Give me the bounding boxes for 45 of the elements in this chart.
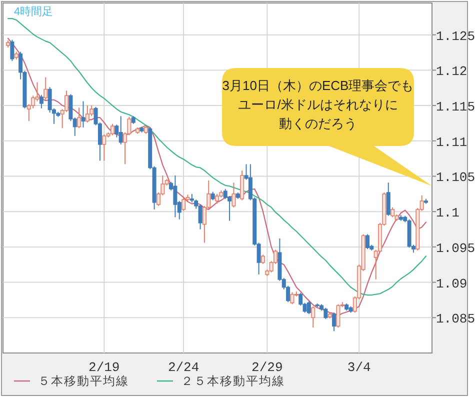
- candlestick: [290, 292, 294, 305]
- legend-label: ２５本移動平均線: [181, 374, 285, 388]
- candlestick: [102, 134, 106, 162]
- candlestick: [77, 107, 82, 129]
- candlestick: [44, 76, 48, 100]
- candlestick: [35, 82, 40, 102]
- candlestick: [332, 312, 336, 332]
- legend-label: ５本移動平均線: [38, 374, 129, 388]
- x-tick-label: 2/19: [88, 360, 120, 375]
- y-tick-label: 1.12: [436, 64, 468, 80]
- candlestick: [232, 182, 236, 208]
- annotation: 4時間足: [14, 5, 54, 18]
- x-tick-label: 2/24: [168, 360, 200, 375]
- candlestick: [386, 182, 390, 216]
- candlestick: [81, 100, 86, 128]
- candlestick: [311, 306, 316, 328]
- candlestick: [336, 304, 340, 328]
- y-tick-label: 1.09: [436, 276, 468, 292]
- y-tick-label: 1.105: [436, 170, 475, 186]
- candlestick: [260, 254, 265, 264]
- y-tick-label: 1.125: [436, 28, 475, 44]
- candlestick: [110, 123, 114, 136]
- candlestick: [215, 193, 219, 204]
- annotation: 3月10日（木）のECB理事会でも: [222, 78, 414, 93]
- candlestick: [10, 39, 14, 62]
- annotation: ユーロ/米ドルはそれなりに: [238, 97, 398, 112]
- candlestick: [390, 206, 395, 218]
- y-tick-label: 1.11: [436, 134, 468, 150]
- candlestick: [240, 170, 244, 201]
- x-tick-label: 3/4: [347, 360, 372, 375]
- candlestick: [324, 307, 328, 320]
- candlestick: [39, 94, 44, 109]
- x-tick-label: 2/29: [252, 360, 283, 375]
- y-tick-label: 1.1: [436, 206, 460, 221]
- y-tick-label: 1.085: [436, 312, 475, 327]
- candlestick: [85, 105, 90, 123]
- annotation: 動くのだろう: [279, 116, 357, 131]
- candlestick: [173, 175, 178, 218]
- candlestick: [198, 204, 202, 230]
- candlestick: [306, 300, 311, 315]
- candlestick: [118, 116, 123, 145]
- candlestick: [182, 198, 186, 212]
- y-tick-label: 1.115: [436, 100, 475, 115]
- y-tick-label: 1.095: [436, 240, 475, 256]
- candlestick: [365, 234, 370, 250]
